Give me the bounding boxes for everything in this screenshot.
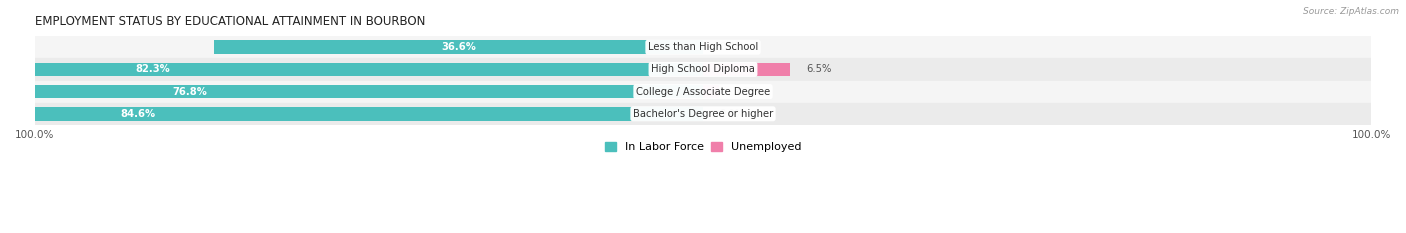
Bar <box>703 62 790 76</box>
Bar <box>703 85 718 99</box>
Text: 0.0%: 0.0% <box>718 109 744 119</box>
Text: College / Associate Degree: College / Associate Degree <box>636 87 770 97</box>
Bar <box>35 58 1371 81</box>
Text: 84.6%: 84.6% <box>120 109 155 119</box>
Text: 1.2%: 1.2% <box>735 87 761 97</box>
Bar <box>35 103 1371 125</box>
Text: Less than High School: Less than High School <box>648 42 758 52</box>
Bar <box>0 107 703 121</box>
Text: 82.3%: 82.3% <box>135 64 170 74</box>
Text: EMPLOYMENT STATUS BY EDUCATIONAL ATTAINMENT IN BOURBON: EMPLOYMENT STATUS BY EDUCATIONAL ATTAINM… <box>35 15 425 28</box>
Bar <box>35 81 1371 103</box>
Text: 6.5%: 6.5% <box>806 64 831 74</box>
Bar <box>214 40 703 54</box>
Bar <box>35 36 1371 58</box>
Legend: In Labor Force, Unemployed: In Labor Force, Unemployed <box>600 137 806 157</box>
Bar <box>0 62 703 76</box>
Text: 76.8%: 76.8% <box>173 87 207 97</box>
Text: 36.6%: 36.6% <box>441 42 475 52</box>
Bar <box>0 85 703 99</box>
Text: Bachelor's Degree or higher: Bachelor's Degree or higher <box>633 109 773 119</box>
Text: High School Diploma: High School Diploma <box>651 64 755 74</box>
Text: 0.0%: 0.0% <box>718 42 744 52</box>
Text: Source: ZipAtlas.com: Source: ZipAtlas.com <box>1303 7 1399 16</box>
